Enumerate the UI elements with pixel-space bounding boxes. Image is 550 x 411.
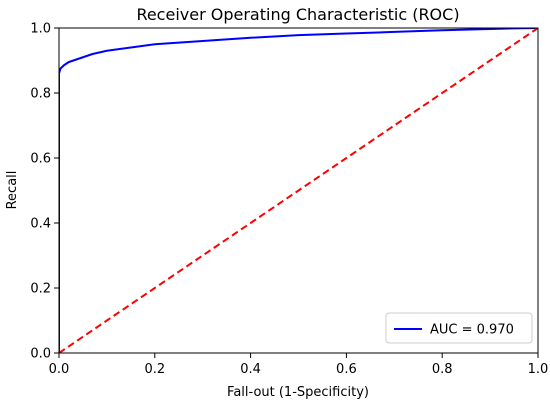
legend: AUC = 0.970 bbox=[385, 312, 533, 344]
y-axis-label: Recall bbox=[5, 171, 20, 210]
y-tick-label: 0.4 bbox=[30, 217, 51, 232]
roc-curve-line bbox=[59, 28, 538, 353]
y-tick-label: 0.0 bbox=[30, 347, 51, 362]
x-tick-label: 0.4 bbox=[240, 362, 261, 377]
plot-area bbox=[59, 28, 538, 353]
x-tick-label: 0.6 bbox=[336, 362, 357, 377]
y-tick-label: 0.8 bbox=[30, 87, 51, 102]
axes-frame bbox=[58, 27, 539, 354]
diagonal-reference-line bbox=[59, 28, 538, 353]
x-tick-label: 1.0 bbox=[528, 362, 549, 377]
y-tick-label: 0.6 bbox=[30, 152, 51, 167]
chart-title: Receiver Operating Characteristic (ROC) bbox=[136, 5, 459, 24]
y-tick-label: 0.2 bbox=[30, 282, 51, 297]
legend-box bbox=[385, 312, 533, 344]
x-tick-label: 0.0 bbox=[49, 362, 70, 377]
legend-label: AUC = 0.970 bbox=[430, 323, 514, 338]
x-tick-label: 0.2 bbox=[144, 362, 165, 377]
x-tick-label: 0.8 bbox=[432, 362, 453, 377]
y-tick-label: 1.0 bbox=[30, 22, 51, 37]
axes: 0.0 0.2 0.4 0.6 0.8 1.0 0.0 0.2 0.4 0.6 0.8 1.0 bbox=[30, 22, 548, 378]
x-axis-label: Fall-out (1-Specificity) bbox=[227, 385, 369, 400]
